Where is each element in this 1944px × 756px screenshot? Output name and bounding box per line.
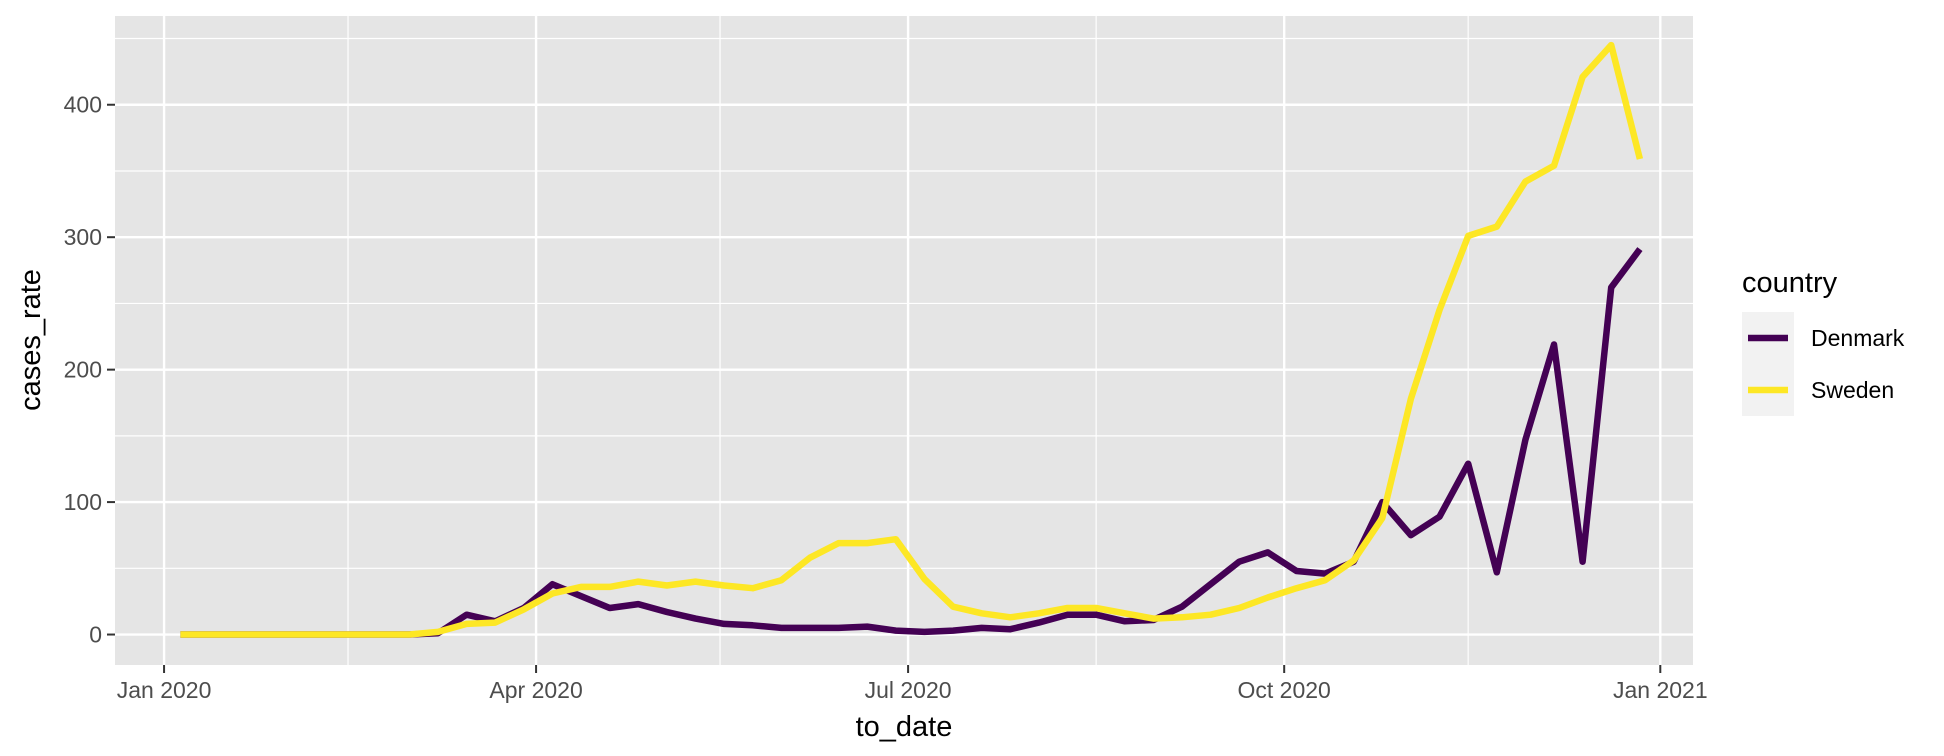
- legend-title: country: [1742, 267, 1838, 299]
- x-axis-title: to_date: [856, 711, 953, 743]
- x-tick-label: Jul 2020: [865, 677, 952, 703]
- x-tick-label: Jan 2020: [117, 677, 212, 703]
- minor-grid: [115, 16, 1693, 665]
- legend-label-sweden: Sweden: [1811, 377, 1894, 403]
- axis-ticks: [107, 103, 1662, 673]
- plot-panel: [115, 16, 1693, 665]
- x-tick-label: Oct 2020: [1238, 677, 1331, 703]
- series-line-sweden: [180, 41, 1644, 638]
- y-tick-label: 200: [64, 357, 102, 383]
- x-axis-tick-labels: Jan 2020 Apr 2020 Jul 2020 Oct 2020 Jan 2021: [117, 677, 1708, 703]
- legend-label-denmark: Denmark: [1811, 325, 1905, 351]
- x-tick-label: Jan 2021: [1613, 677, 1708, 703]
- y-tick-label: 400: [64, 92, 102, 118]
- y-tick-label: 0: [89, 622, 102, 648]
- y-tick-label: 100: [64, 489, 102, 515]
- legend: country Denmark Sweden: [1742, 267, 1905, 416]
- x-tick-label: Apr 2020: [489, 677, 582, 703]
- y-axis-title: cases_rate: [15, 269, 47, 411]
- y-tick-label: 300: [64, 224, 102, 250]
- major-grid: [115, 16, 1693, 665]
- series-lines: [180, 41, 1644, 638]
- y-axis-tick-labels: 0 100 200 300 400: [64, 92, 102, 648]
